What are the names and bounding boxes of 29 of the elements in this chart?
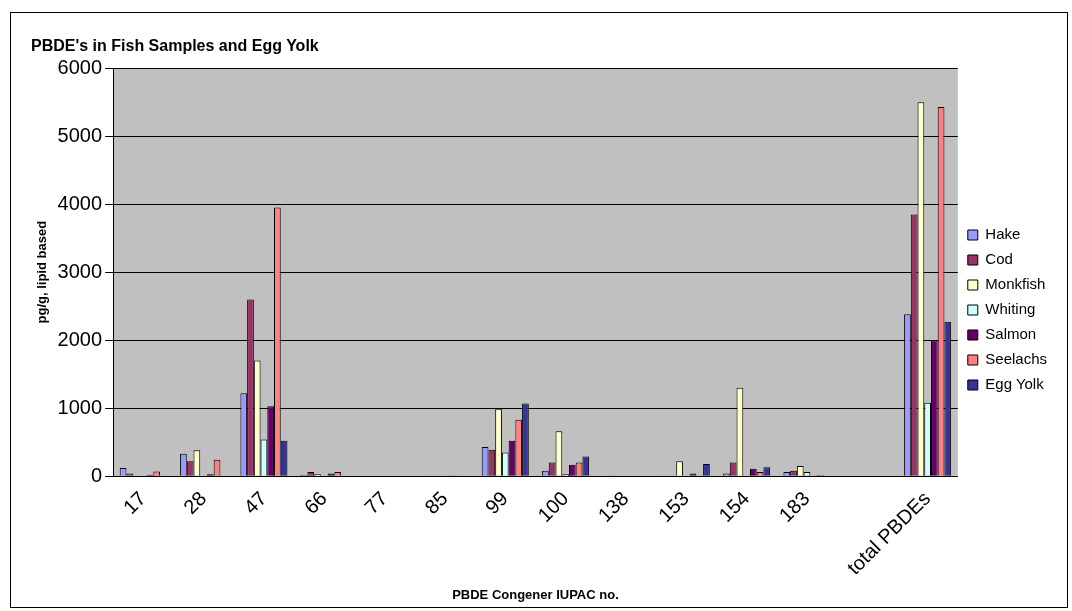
y-tick-label: 1000 <box>57 395 103 418</box>
x-tick-label: 183 <box>774 486 814 526</box>
legend-label: Egg Yolk <box>985 375 1045 393</box>
y-axis-title: pg/g, lipid based <box>34 220 50 324</box>
x-tick-label: 28 <box>179 486 211 519</box>
legend-label: Salmon <box>985 325 1037 343</box>
x-tick-label: 99 <box>480 486 512 519</box>
x-tick-label: 100 <box>533 486 573 526</box>
legend-label: Cod <box>985 250 1013 268</box>
x-tick-label: 85 <box>420 486 452 519</box>
y-tick-label: 0 <box>90 463 103 486</box>
y-tick-label: 5000 <box>57 123 103 146</box>
legend-label: Whiting <box>985 300 1036 318</box>
x-tick-label: 153 <box>653 486 694 526</box>
y-tick-label: 6000 <box>57 55 103 78</box>
chart-title: PBDE's in Fish Samples and Egg Yolk <box>31 37 319 55</box>
x-tick-label: 66 <box>299 486 331 519</box>
y-tick-label: 4000 <box>57 191 103 214</box>
legend-label: Hake <box>985 225 1021 243</box>
x-tick-label: 17 <box>118 486 150 519</box>
x-tick-label: 154 <box>714 486 754 526</box>
y-tick-label: 2000 <box>57 327 103 350</box>
x-axis-title: PBDE Congener IUPAC no. <box>452 586 619 602</box>
legend-label: Monkfish <box>985 275 1046 293</box>
x-tick-label: 47 <box>239 486 271 519</box>
x-tick-label: 77 <box>360 486 392 519</box>
x-tick-label: 138 <box>593 486 633 526</box>
legend-label: Seelachs <box>985 350 1048 368</box>
y-tick-label: 3000 <box>57 259 103 282</box>
